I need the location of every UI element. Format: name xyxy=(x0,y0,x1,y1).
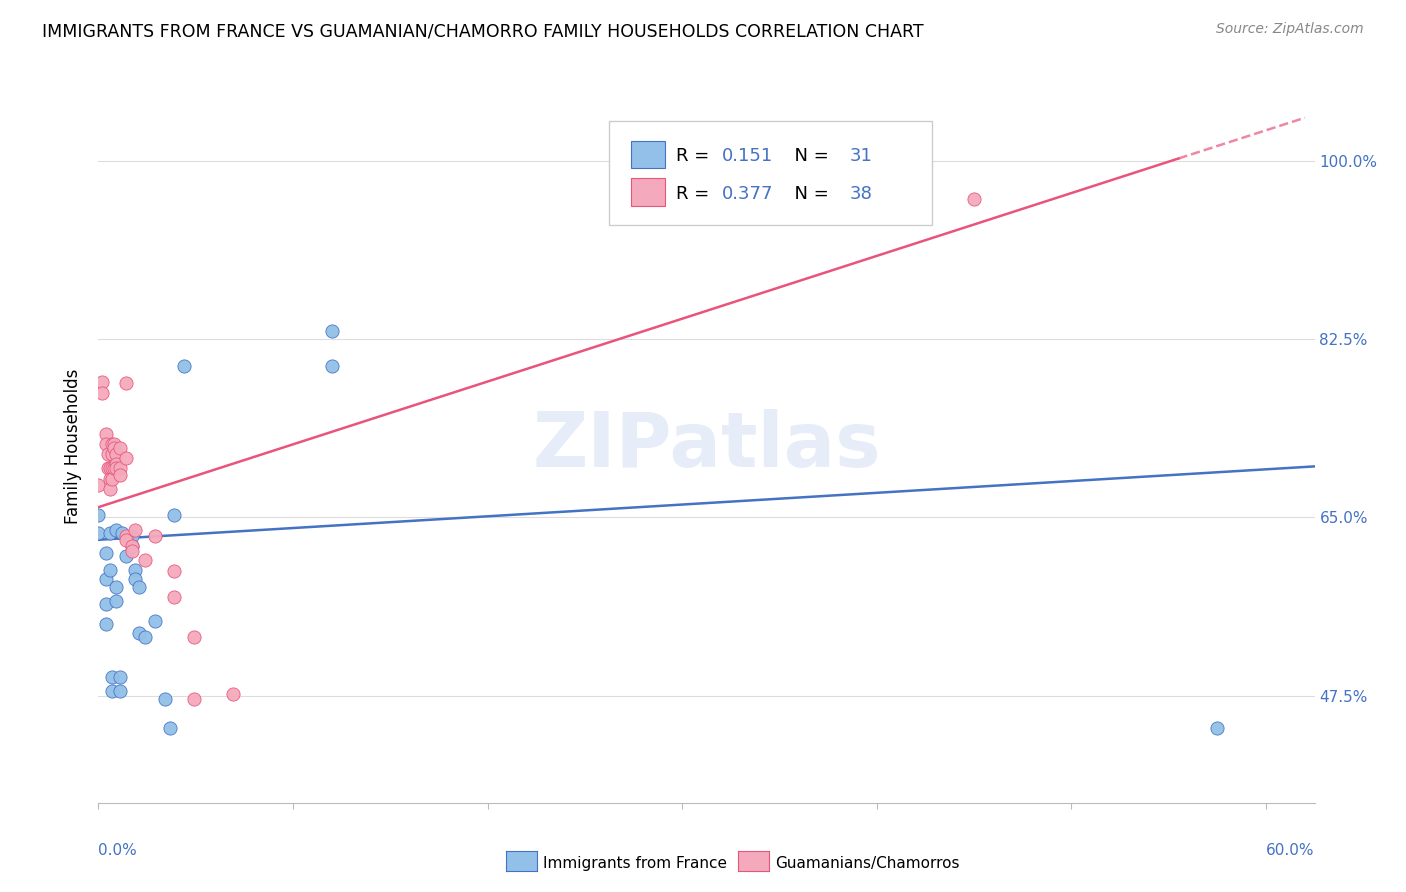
Point xyxy=(96,546,118,560)
Point xyxy=(124,563,146,577)
Point xyxy=(134,630,156,644)
Point xyxy=(97,461,120,475)
Text: Source: ZipAtlas.com: Source: ZipAtlas.com xyxy=(1216,22,1364,37)
Point xyxy=(96,617,118,632)
Text: 0.151: 0.151 xyxy=(723,146,773,164)
Point xyxy=(108,467,131,482)
Point xyxy=(153,691,176,706)
Point xyxy=(121,529,143,543)
Point xyxy=(124,523,146,537)
Point xyxy=(128,580,150,594)
Point xyxy=(87,508,110,523)
Text: 31: 31 xyxy=(851,146,873,164)
Point xyxy=(114,549,136,563)
Point xyxy=(963,192,986,206)
Point xyxy=(104,458,127,472)
Point xyxy=(98,461,121,475)
FancyBboxPatch shape xyxy=(631,178,665,205)
Point xyxy=(1206,722,1229,736)
Point xyxy=(98,482,121,496)
Point xyxy=(87,525,110,540)
Text: R =: R = xyxy=(676,146,716,164)
Point xyxy=(91,386,114,401)
Point xyxy=(98,472,121,486)
Point xyxy=(183,630,205,644)
Y-axis label: Family Households: Family Households xyxy=(65,368,83,524)
Point xyxy=(101,437,124,451)
Text: 0.377: 0.377 xyxy=(723,186,773,203)
Point xyxy=(104,594,127,608)
Point xyxy=(87,477,110,491)
Text: Guamanians/Chamorros: Guamanians/Chamorros xyxy=(775,856,959,871)
Text: 38: 38 xyxy=(851,186,873,203)
Point xyxy=(159,722,181,736)
Text: N =: N = xyxy=(783,146,835,164)
FancyBboxPatch shape xyxy=(631,141,665,168)
Text: 0.0%: 0.0% xyxy=(98,843,138,858)
Point xyxy=(101,472,124,486)
Point xyxy=(103,461,125,475)
Point xyxy=(101,447,124,461)
Point xyxy=(108,461,131,475)
Point xyxy=(103,437,125,451)
Point xyxy=(134,553,156,567)
Text: N =: N = xyxy=(783,186,835,203)
Point xyxy=(96,572,118,586)
Point xyxy=(221,687,243,701)
Point xyxy=(101,683,124,698)
Point xyxy=(98,525,121,540)
Point xyxy=(163,590,186,604)
Point xyxy=(121,544,143,558)
Point xyxy=(96,426,118,441)
Text: R =: R = xyxy=(676,186,716,203)
Point xyxy=(104,580,127,594)
Point xyxy=(121,539,143,553)
Point xyxy=(143,615,166,629)
Point xyxy=(104,461,127,475)
Point xyxy=(114,529,136,543)
Point xyxy=(321,324,343,338)
Point xyxy=(97,447,120,461)
Text: 60.0%: 60.0% xyxy=(1267,843,1315,858)
Point xyxy=(91,375,114,389)
Point xyxy=(163,565,186,579)
FancyBboxPatch shape xyxy=(609,121,932,225)
Point xyxy=(121,539,143,553)
Point xyxy=(114,376,136,390)
Point xyxy=(101,670,124,684)
Point xyxy=(128,625,150,640)
Point xyxy=(96,437,118,451)
Point xyxy=(183,691,205,706)
Point xyxy=(321,359,343,374)
Point xyxy=(114,451,136,466)
Point xyxy=(163,508,186,523)
Text: Immigrants from France: Immigrants from France xyxy=(543,856,727,871)
Text: IMMIGRANTS FROM FRANCE VS GUAMANIAN/CHAMORRO FAMILY HOUSEHOLDS CORRELATION CHART: IMMIGRANTS FROM FRANCE VS GUAMANIAN/CHAM… xyxy=(42,22,924,40)
Point xyxy=(104,523,127,537)
Point xyxy=(143,529,166,543)
Point xyxy=(108,441,131,455)
Point xyxy=(114,533,136,547)
Point xyxy=(173,359,195,374)
Point xyxy=(108,670,131,684)
Point xyxy=(108,683,131,698)
Point xyxy=(103,441,125,455)
Text: ZIPatlas: ZIPatlas xyxy=(533,409,880,483)
Point xyxy=(111,525,134,540)
Point xyxy=(101,461,124,475)
Point xyxy=(124,572,146,586)
Point xyxy=(96,597,118,611)
Point xyxy=(98,563,121,577)
Point xyxy=(104,447,127,461)
